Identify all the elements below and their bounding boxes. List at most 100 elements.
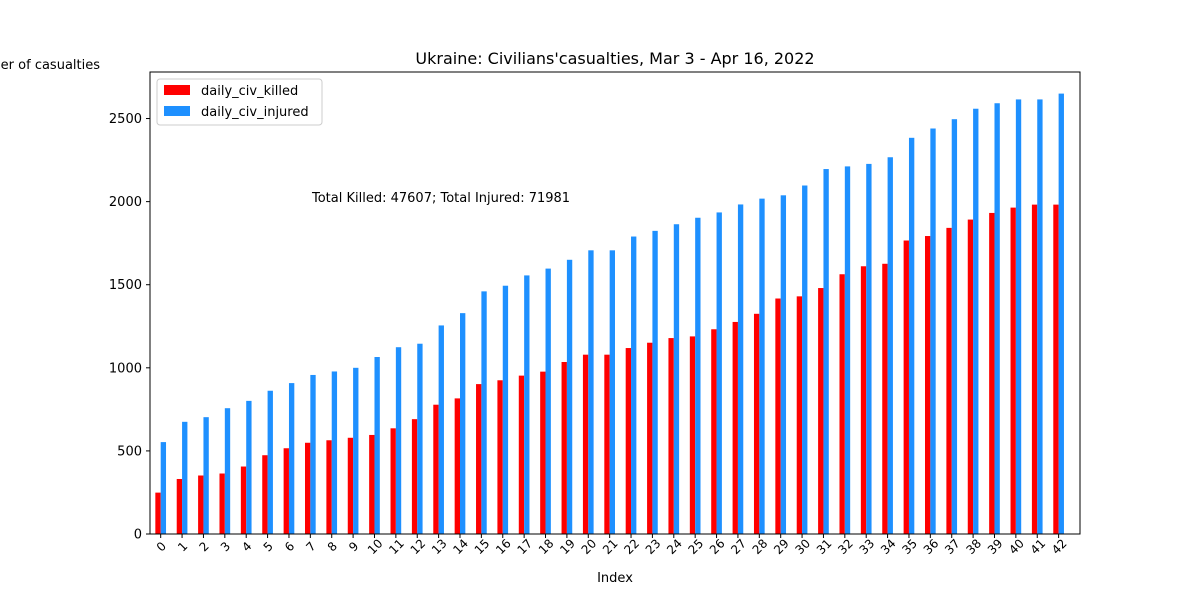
x-tick-label: 2 xyxy=(197,539,212,554)
bar-killed-31 xyxy=(818,288,824,534)
y-axis-label: Number of casualties xyxy=(0,58,100,73)
x-tick-label: 17 xyxy=(514,536,535,557)
bar-injured-41 xyxy=(1037,99,1043,535)
x-tick-label: 5 xyxy=(261,539,276,554)
bar-injured-12 xyxy=(417,343,423,534)
x-ticks-group: 0 1 2 3 4 5 6 7 8 9 10 11 12 13 14 15 16 17 18 19 20 21 22 23 24… xyxy=(154,534,1070,557)
x-tick-label: 15 xyxy=(472,536,493,557)
x-tick-label: 37 xyxy=(942,536,963,557)
y-tick-label: 500 xyxy=(117,444,142,459)
bar-injured-6 xyxy=(288,383,295,534)
bar-killed-2 xyxy=(198,475,204,534)
y-tick-label: 1500 xyxy=(109,278,142,293)
x-tick-label: 22 xyxy=(621,536,642,557)
bar-injured-13 xyxy=(438,325,444,534)
annotation: Total Killed: 47607; Total Injured: 7198… xyxy=(311,191,570,206)
x-tick-label: 21 xyxy=(600,536,621,557)
x-tick-label: 30 xyxy=(792,536,813,557)
bar-injured-20 xyxy=(588,250,594,534)
bar-injured-33 xyxy=(866,163,872,534)
x-tick-label: 41 xyxy=(1028,536,1049,557)
bar-killed-34 xyxy=(882,263,888,534)
legend-label-killed: daily_civ_killed xyxy=(201,84,298,99)
legend-box xyxy=(156,78,323,126)
bar-injured-4 xyxy=(246,400,252,534)
bar-killed-38 xyxy=(967,219,974,534)
bar-injured-10 xyxy=(374,357,380,534)
bar-killed-25 xyxy=(689,336,696,534)
x-tick-label: 3 xyxy=(218,539,233,554)
x-tick-label: 16 xyxy=(493,536,514,557)
bar-killed-7 xyxy=(305,442,311,534)
x-tick-label: 32 xyxy=(835,536,856,557)
bar-injured-8 xyxy=(331,371,338,534)
bar-injured-0 xyxy=(160,442,167,534)
bar-injured-29 xyxy=(780,195,787,534)
bar-killed-11 xyxy=(390,428,396,534)
bar-injured-34 xyxy=(887,157,893,534)
y-ticks-group: 0 500 1000 1500 2000 2500 xyxy=(109,112,150,543)
x-tick-label: 33 xyxy=(857,536,878,557)
x-tick-label: 40 xyxy=(1006,536,1027,557)
y-tick-label: 1000 xyxy=(109,361,142,376)
bar-killed-33 xyxy=(860,266,867,534)
bar-killed-30 xyxy=(796,296,803,534)
bar-killed-3 xyxy=(219,473,225,534)
bar-killed-9 xyxy=(347,437,354,534)
bar-injured-30 xyxy=(802,185,808,534)
bar-killed-40 xyxy=(1010,207,1016,535)
bar-injured-17 xyxy=(524,275,530,534)
bar-injured-28 xyxy=(759,198,765,534)
bar-injured-32 xyxy=(844,166,851,534)
x-tick-label: 26 xyxy=(707,536,728,557)
bar-killed-17 xyxy=(518,375,525,534)
x-tick-label: 0 xyxy=(154,539,169,554)
bar-injured-16 xyxy=(502,285,509,534)
x-tick-label: 29 xyxy=(771,536,792,557)
x-tick-label: 9 xyxy=(346,539,361,554)
legend-swatch-killed xyxy=(164,85,190,95)
bar-injured-3 xyxy=(224,408,231,534)
bar-killed-39 xyxy=(989,212,995,534)
x-tick-label: 10 xyxy=(365,536,386,557)
bar-injured-5 xyxy=(267,390,273,534)
bar-injured-42 xyxy=(1058,93,1064,534)
bar-killed-13 xyxy=(433,404,439,534)
bars-group xyxy=(155,93,1064,535)
x-tick-label: 24 xyxy=(664,536,685,557)
x-tick-label: 20 xyxy=(579,536,600,557)
legend-label-injured: daily_civ_injured xyxy=(201,105,309,120)
bar-killed-36 xyxy=(925,236,931,534)
bar-killed-0 xyxy=(155,492,161,534)
bar-killed-18 xyxy=(540,371,546,534)
x-tick-label: 34 xyxy=(878,536,899,557)
x-tick-label: 8 xyxy=(325,539,340,554)
bar-injured-27 xyxy=(737,204,744,534)
bar-injured-18 xyxy=(545,268,551,534)
legend: daily_civ_killed daily_civ_injured xyxy=(156,78,323,126)
y-tick-label: 0 xyxy=(134,528,142,543)
bar-killed-37 xyxy=(946,227,952,534)
y-tick-label: 2500 xyxy=(109,112,142,127)
bar-injured-25 xyxy=(695,217,701,534)
x-tick-label: 27 xyxy=(728,536,749,557)
x-tick-label: 12 xyxy=(408,536,429,557)
bar-injured-26 xyxy=(716,212,722,534)
bar-injured-22 xyxy=(631,236,637,534)
x-tick-label: 1 xyxy=(175,539,190,554)
x-tick-label: 25 xyxy=(686,536,707,557)
bar-injured-39 xyxy=(994,103,1000,535)
bar-killed-16 xyxy=(497,380,503,534)
bar-killed-41 xyxy=(1031,204,1038,534)
bar-killed-12 xyxy=(411,419,418,534)
bar-killed-22 xyxy=(625,348,632,534)
bar-injured-31 xyxy=(823,169,829,535)
bar-killed-6 xyxy=(283,448,289,534)
x-tick-label: 23 xyxy=(643,536,664,557)
bar-injured-2 xyxy=(203,417,209,534)
x-tick-label: 38 xyxy=(963,536,984,557)
bar-killed-15 xyxy=(476,384,482,534)
bar-injured-1 xyxy=(182,421,188,534)
y-tick-label: 2000 xyxy=(109,195,142,210)
